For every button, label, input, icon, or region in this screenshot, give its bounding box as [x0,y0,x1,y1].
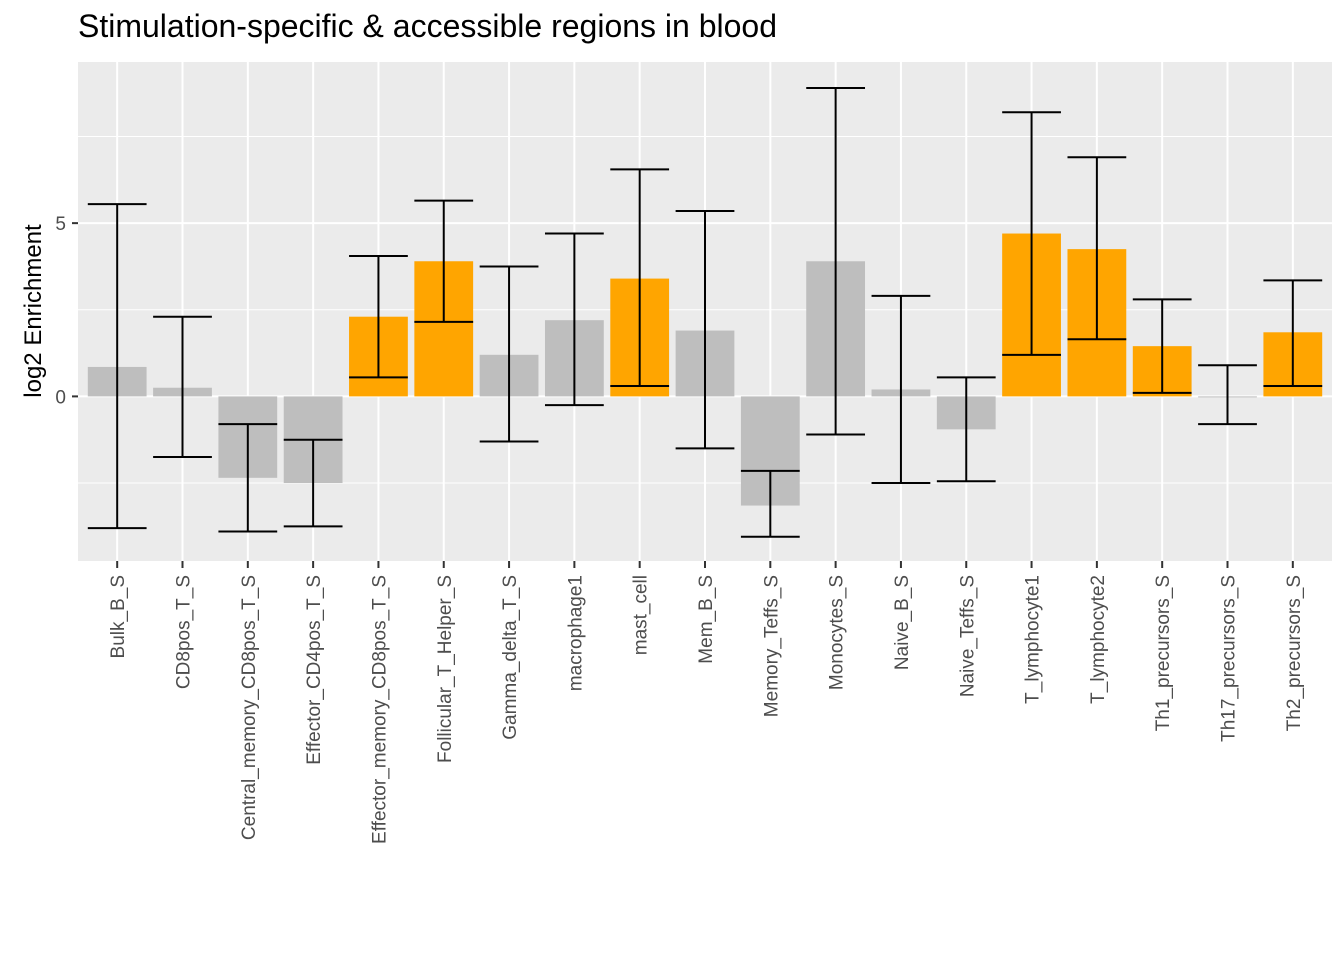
y-axis: 05 [55,214,78,408]
x-tick-label: CD8pos_T_S [174,575,195,689]
x-tick-label: Gamma_delta_T_S [500,575,521,740]
x-tick-label: Mem_B_S [696,575,717,664]
errorbar-T_lymphocyte2 [1067,156,1127,341]
errorbar-Naive_Teffs_S [936,376,996,483]
x-axis: Bulk_B_S CD8pos_T_S Central_memory_CD8pos_… [108,561,1305,844]
errorbar-Memory_Teffs_S [740,469,800,538]
errorbar-Effector_CD4pos_T_S [283,438,343,528]
x-tick-label: Bulk_B_S [108,575,129,658]
x-tick-label: Th2_precursors_S [1284,575,1305,731]
error-bars [87,86,1323,538]
errorbar-Mem_B_S [675,210,735,450]
x-tick-label: T_lymphocyte1 [1023,575,1044,704]
errorbar-Monocytes_S [806,86,866,436]
errorbar-Naive_B_S [871,294,931,485]
errorbar-Follicular_T_Helper_S [414,199,474,323]
errorbar-Effector_memory_CD8pos_T_S [349,255,408,379]
errorbar-Th1_precursors_S [1132,298,1192,394]
errorbar-T_lymphocyte1 [1002,111,1061,356]
errorbar-CD8pos_T_S [153,315,212,459]
errorbar-mast_cell [610,168,670,388]
errorbar-Th17_precursors_S [1198,364,1257,426]
x-tick-label: Effector_CD4pos_T_S [304,575,325,765]
x-tick-label: Monocytes_S [827,575,848,690]
errorbar-Central_memory_CD8pos_T_S [218,423,278,533]
x-tick-label: mast_cell [631,575,652,655]
x-tick-label: Memory_Teffs_S [761,575,782,717]
x-tick-label: Naive_B_S [892,575,913,670]
y-tick-label: 0 [55,387,66,408]
x-tick-label: macrophage1 [565,575,586,691]
errorbar-Th2_precursors_S [1263,279,1323,388]
x-tick-label: Th17_precursors_S [1219,575,1240,742]
x-tick-label: Th1_precursors_S [1153,575,1174,731]
x-tick-label: T_lymphocyte2 [1088,575,1109,704]
x-tick-label: Effector_memory_CD8pos_T_S [369,575,390,844]
errorbar-Bulk_B_S [87,203,147,530]
y-tick-label: 5 [55,214,66,235]
chart-title: Stimulation-specific & accessible region… [78,8,778,44]
errorbar-Gamma_delta_T_S [479,265,539,443]
errorbar-macrophage1 [544,232,604,407]
x-tick-label: Central_memory_CD8pos_T_S [239,575,260,840]
y-axis-title: log2 Enrichment [20,224,47,398]
x-tick-label: Naive_Teffs_S [957,575,978,697]
x-tick-label: Follicular_T_Helper_S [435,575,456,763]
